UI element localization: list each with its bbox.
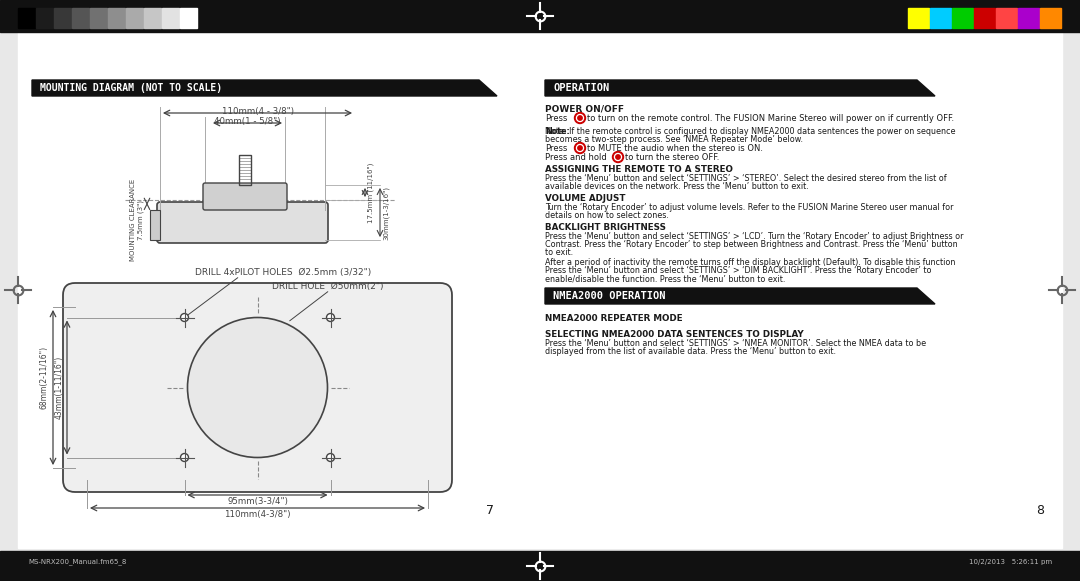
Text: 7: 7 (486, 504, 494, 517)
Text: DRILL 4xPILOT HOLES  Ø2.5mm (3/32"): DRILL 4xPILOT HOLES Ø2.5mm (3/32") (195, 268, 372, 277)
Circle shape (575, 142, 585, 153)
Polygon shape (545, 80, 935, 96)
Text: details on how to select zones.: details on how to select zones. (545, 211, 669, 220)
Bar (108, 8, 125, 28)
Bar (974, 8, 995, 28)
Bar (1040, 8, 1061, 28)
Text: 30mm(1-3/16"): 30mm(1-3/16") (383, 185, 390, 239)
Circle shape (578, 146, 582, 150)
Text: to MUTE the audio when the stereo is ON.: to MUTE the audio when the stereo is ON. (588, 144, 762, 153)
Bar (908, 8, 929, 28)
Bar (18, 8, 35, 28)
FancyBboxPatch shape (157, 202, 328, 243)
Bar (951, 8, 973, 28)
Text: NMEA2000 REPEATER MODE: NMEA2000 REPEATER MODE (545, 314, 683, 323)
Bar (162, 8, 179, 28)
Text: 43mm(1-11/16"): 43mm(1-11/16") (55, 356, 64, 419)
Bar (930, 8, 951, 28)
Circle shape (578, 116, 582, 120)
Bar (180, 8, 197, 28)
Text: 110mm(4-3/8"): 110mm(4-3/8") (225, 510, 291, 519)
Polygon shape (32, 80, 497, 96)
FancyBboxPatch shape (63, 283, 453, 492)
Circle shape (180, 314, 189, 321)
Text: POWER ON/OFF: POWER ON/OFF (545, 104, 624, 113)
Text: ASSIGNING THE REMOTE TO A STEREO: ASSIGNING THE REMOTE TO A STEREO (545, 165, 733, 174)
Text: DRILL HOLE  Ø50mm(2"): DRILL HOLE Ø50mm(2") (272, 282, 383, 291)
Bar (36, 8, 53, 28)
Text: displayed from the list of available data. Press the ‘Menu’ button to exit.: displayed from the list of available dat… (545, 347, 836, 356)
Text: SELECTING NMEA2000 DATA SENTENCES TO DISPLAY: SELECTING NMEA2000 DATA SENTENCES TO DIS… (545, 330, 804, 339)
Text: Press: Press (545, 144, 567, 153)
Circle shape (577, 145, 583, 152)
Text: Press the ‘Menu’ button and select ‘SETTINGS’ > ‘LCD’. Turn the ‘Rotary Encoder’: Press the ‘Menu’ button and select ‘SETT… (545, 232, 963, 241)
Circle shape (577, 114, 583, 121)
Bar (0, 551, 1080, 581)
Polygon shape (545, 288, 935, 304)
Bar (150, 210, 160, 240)
Text: 8: 8 (1036, 504, 1044, 517)
Circle shape (612, 152, 623, 163)
Circle shape (180, 454, 189, 461)
Text: Turn the ‘Rotary Encoder’ to adjust volume levels. Refer to the FUSION Marine St: Turn the ‘Rotary Encoder’ to adjust volu… (545, 203, 954, 212)
Text: OPERATION: OPERATION (553, 83, 609, 93)
Text: Note:: Note: (545, 127, 570, 136)
Text: BACKLIGHT BRIGHTNESS: BACKLIGHT BRIGHTNESS (545, 223, 666, 232)
FancyBboxPatch shape (203, 183, 287, 210)
Text: MOUNTING CLEARANCE
7.5mm (3"): MOUNTING CLEARANCE 7.5mm (3") (131, 179, 144, 261)
Text: NMEA2000 OPERATION: NMEA2000 OPERATION (553, 291, 665, 301)
Text: VOLUME ADJUST: VOLUME ADJUST (545, 194, 625, 203)
Bar (144, 8, 161, 28)
Bar (1018, 8, 1039, 28)
Circle shape (326, 454, 335, 461)
Text: Press the ‘Menu’ button and select ‘SETTINGS’ > ‘DIM BACKLIGHT’. Press the ‘Rota: Press the ‘Menu’ button and select ‘SETT… (545, 266, 931, 275)
Text: becomes a two-step process. See ‘NMEA Repeater Mode’ below.: becomes a two-step process. See ‘NMEA Re… (545, 135, 804, 144)
Bar (90, 8, 107, 28)
Text: 68mm(2-11/16"): 68mm(2-11/16") (40, 346, 49, 409)
Text: MS-NRX200_Manual.fm65_8: MS-NRX200_Manual.fm65_8 (28, 558, 126, 565)
Text: enable/disable the function. Press the ‘Menu’ button to exit.: enable/disable the function. Press the ‘… (545, 274, 785, 283)
Text: available devices on the network. Press the ‘Menu’ button to exit.: available devices on the network. Press … (545, 182, 809, 191)
Text: 95mm(3-3/4"): 95mm(3-3/4") (227, 497, 288, 506)
Text: Contrast. Press the ‘Rotary Encoder’ to step between Brightness and Contrast. Pr: Contrast. Press the ‘Rotary Encoder’ to … (545, 240, 958, 249)
Circle shape (326, 314, 335, 321)
Bar (126, 8, 143, 28)
Text: MOUNTING DIAGRAM (NOT TO SCALE): MOUNTING DIAGRAM (NOT TO SCALE) (40, 83, 222, 93)
Text: 40mm(1 - 5/8"): 40mm(1 - 5/8") (214, 117, 281, 126)
Bar (0, 0, 1080, 32)
Circle shape (575, 113, 585, 124)
Circle shape (188, 317, 327, 457)
Bar (239, 155, 251, 185)
Text: 17.5mm (11/16"): 17.5mm (11/16") (368, 162, 375, 223)
Text: to turn on the remote control. The FUSION Marine Stereo will power on if current: to turn on the remote control. The FUSIO… (588, 114, 954, 123)
Text: Press and hold: Press and hold (545, 153, 607, 162)
Bar (72, 8, 89, 28)
Text: 10/2/2013   5:26:11 pm: 10/2/2013 5:26:11 pm (969, 559, 1052, 565)
Text: Press the ‘Menu’ button and select ‘SETTINGS’ > ‘STEREO’. Select the desired ste: Press the ‘Menu’ button and select ‘SETT… (545, 174, 947, 183)
Circle shape (615, 153, 621, 160)
Text: Press: Press (545, 114, 567, 123)
Bar (18, 32, 1062, 548)
Text: to turn the stereo OFF.: to turn the stereo OFF. (625, 153, 719, 162)
Text: Note: If the remote control is configured to display NMEA2000 data sentences the: Note: If the remote control is configure… (545, 127, 956, 136)
Text: After a period of inactivity the remote turns off the display backlight (Default: After a period of inactivity the remote … (545, 258, 956, 267)
Text: to exit.: to exit. (545, 248, 573, 257)
Text: 110mm(4 - 3/8"): 110mm(4 - 3/8") (221, 107, 294, 116)
Bar (996, 8, 1017, 28)
Circle shape (616, 155, 620, 159)
Text: Press the ‘Menu’ button and select ‘SETTINGS’ > ‘NMEA MONITOR’. Select the NMEA : Press the ‘Menu’ button and select ‘SETT… (545, 339, 927, 348)
Bar (54, 8, 71, 28)
